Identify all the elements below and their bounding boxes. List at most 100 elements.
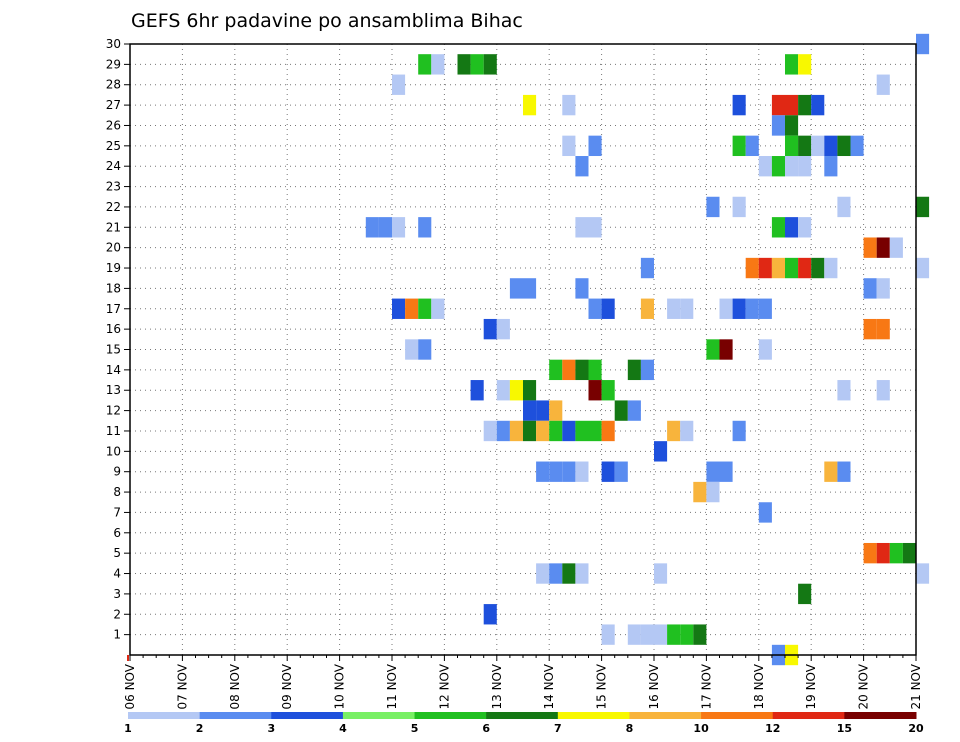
precipitation-cells	[365, 33, 930, 666]
precip-cell	[575, 217, 589, 238]
precip-cell	[470, 54, 484, 75]
precip-cell	[601, 461, 615, 482]
precip-cell	[457, 54, 471, 75]
x-tick-label: 08 NOV	[228, 663, 242, 709]
precip-cell	[667, 298, 681, 319]
precip-cell	[916, 257, 930, 279]
precip-cell	[601, 624, 615, 645]
colorbar-segment	[342, 712, 416, 719]
precip-cell	[837, 461, 851, 482]
precip-cell	[562, 94, 576, 116]
y-axis-ticks: 1234567891011121314151617181920212223242…	[106, 37, 130, 642]
colorbar-segment	[271, 712, 344, 719]
precip-cell	[785, 94, 799, 116]
precip-cell	[601, 420, 615, 442]
colorbar-segment	[414, 712, 487, 719]
precip-cell	[706, 461, 720, 482]
colorbar-label: 20	[908, 722, 924, 735]
precip-cell	[732, 94, 746, 116]
precip-cell	[496, 380, 510, 401]
precip-cell	[588, 135, 602, 157]
precip-cell	[876, 318, 890, 340]
precip-cell	[523, 278, 537, 299]
precip-cell	[889, 237, 903, 258]
precip-cell	[627, 624, 641, 645]
precip-cell	[745, 298, 759, 319]
colorbar-label: 1	[124, 722, 132, 735]
precip-cell	[667, 624, 681, 645]
colorbar-segment	[486, 712, 559, 719]
precip-cell	[785, 257, 799, 279]
y-tick-label: 9	[113, 465, 121, 479]
precip-cell	[549, 461, 563, 482]
precip-cell	[916, 563, 930, 584]
precip-cell	[732, 298, 746, 319]
y-tick-label: 7	[113, 505, 121, 519]
colorbar: 1 2 3 4 5 6 7 8 10 12 15 20	[124, 712, 924, 735]
precip-cell	[575, 420, 589, 442]
precip-cell	[431, 298, 445, 319]
x-tick-label: 18 NOV	[752, 663, 766, 709]
x-tick-label: 11 NOV	[385, 663, 399, 709]
y-tick-label: 19	[106, 261, 121, 275]
y-tick-label: 15	[106, 343, 121, 357]
y-tick-label: 5	[113, 546, 121, 560]
colorbar-segment	[772, 712, 845, 719]
precip-cell	[483, 318, 497, 340]
precip-cell	[640, 298, 654, 319]
precip-cell	[378, 217, 392, 238]
y-tick-label: 20	[106, 241, 121, 255]
x-tick-label: 13 NOV	[490, 663, 504, 709]
y-tick-label: 3	[113, 587, 121, 601]
precip-cell	[719, 461, 733, 482]
colorbar-label: 3	[267, 722, 275, 735]
precip-cell	[811, 94, 825, 116]
precip-cell	[575, 461, 589, 482]
precip-cell	[536, 420, 550, 442]
precip-cell	[798, 217, 812, 238]
precip-cell	[523, 380, 537, 401]
precip-cell	[640, 257, 654, 279]
colorbar-segment	[629, 712, 702, 719]
precip-cell	[680, 298, 694, 319]
precip-cell	[496, 318, 510, 340]
precip-cell	[863, 542, 877, 564]
x-tick-label: 10 NOV	[333, 663, 347, 709]
precip-cell	[837, 196, 851, 218]
precip-cell	[483, 604, 497, 625]
precip-cell	[562, 359, 576, 381]
precip-cell	[575, 156, 589, 177]
colorbar-label: 2	[196, 722, 204, 735]
precip-cell	[798, 94, 812, 116]
precip-cell	[863, 237, 877, 258]
precip-cell	[785, 115, 799, 136]
colorbar-label: 15	[837, 722, 852, 735]
precip-cell	[811, 135, 825, 157]
precip-cell	[889, 542, 903, 564]
y-tick-label: 30	[106, 37, 121, 51]
y-tick-label: 22	[106, 200, 121, 214]
precip-cell	[824, 135, 838, 157]
precip-cell	[575, 278, 589, 299]
x-tick-label: 12 NOV	[437, 663, 451, 709]
precip-cell	[680, 420, 694, 442]
precip-cell	[536, 400, 550, 421]
y-tick-label: 14	[106, 363, 121, 377]
precip-cell	[916, 33, 930, 55]
precip-cell	[601, 298, 615, 319]
precip-cell	[719, 339, 733, 360]
precip-cell	[771, 115, 785, 136]
precip-cell	[850, 135, 864, 157]
x-tick-label: 07 NOV	[175, 663, 189, 709]
precip-cell	[496, 420, 510, 442]
precip-cell	[588, 380, 602, 401]
precip-cell	[824, 461, 838, 482]
precip-cell	[785, 217, 799, 238]
y-tick-label: 25	[106, 139, 121, 153]
precip-cell	[392, 217, 406, 238]
precip-cell	[654, 624, 668, 645]
precip-cell	[785, 54, 799, 75]
colorbar-segment	[844, 712, 917, 719]
precip-cell	[771, 94, 785, 116]
